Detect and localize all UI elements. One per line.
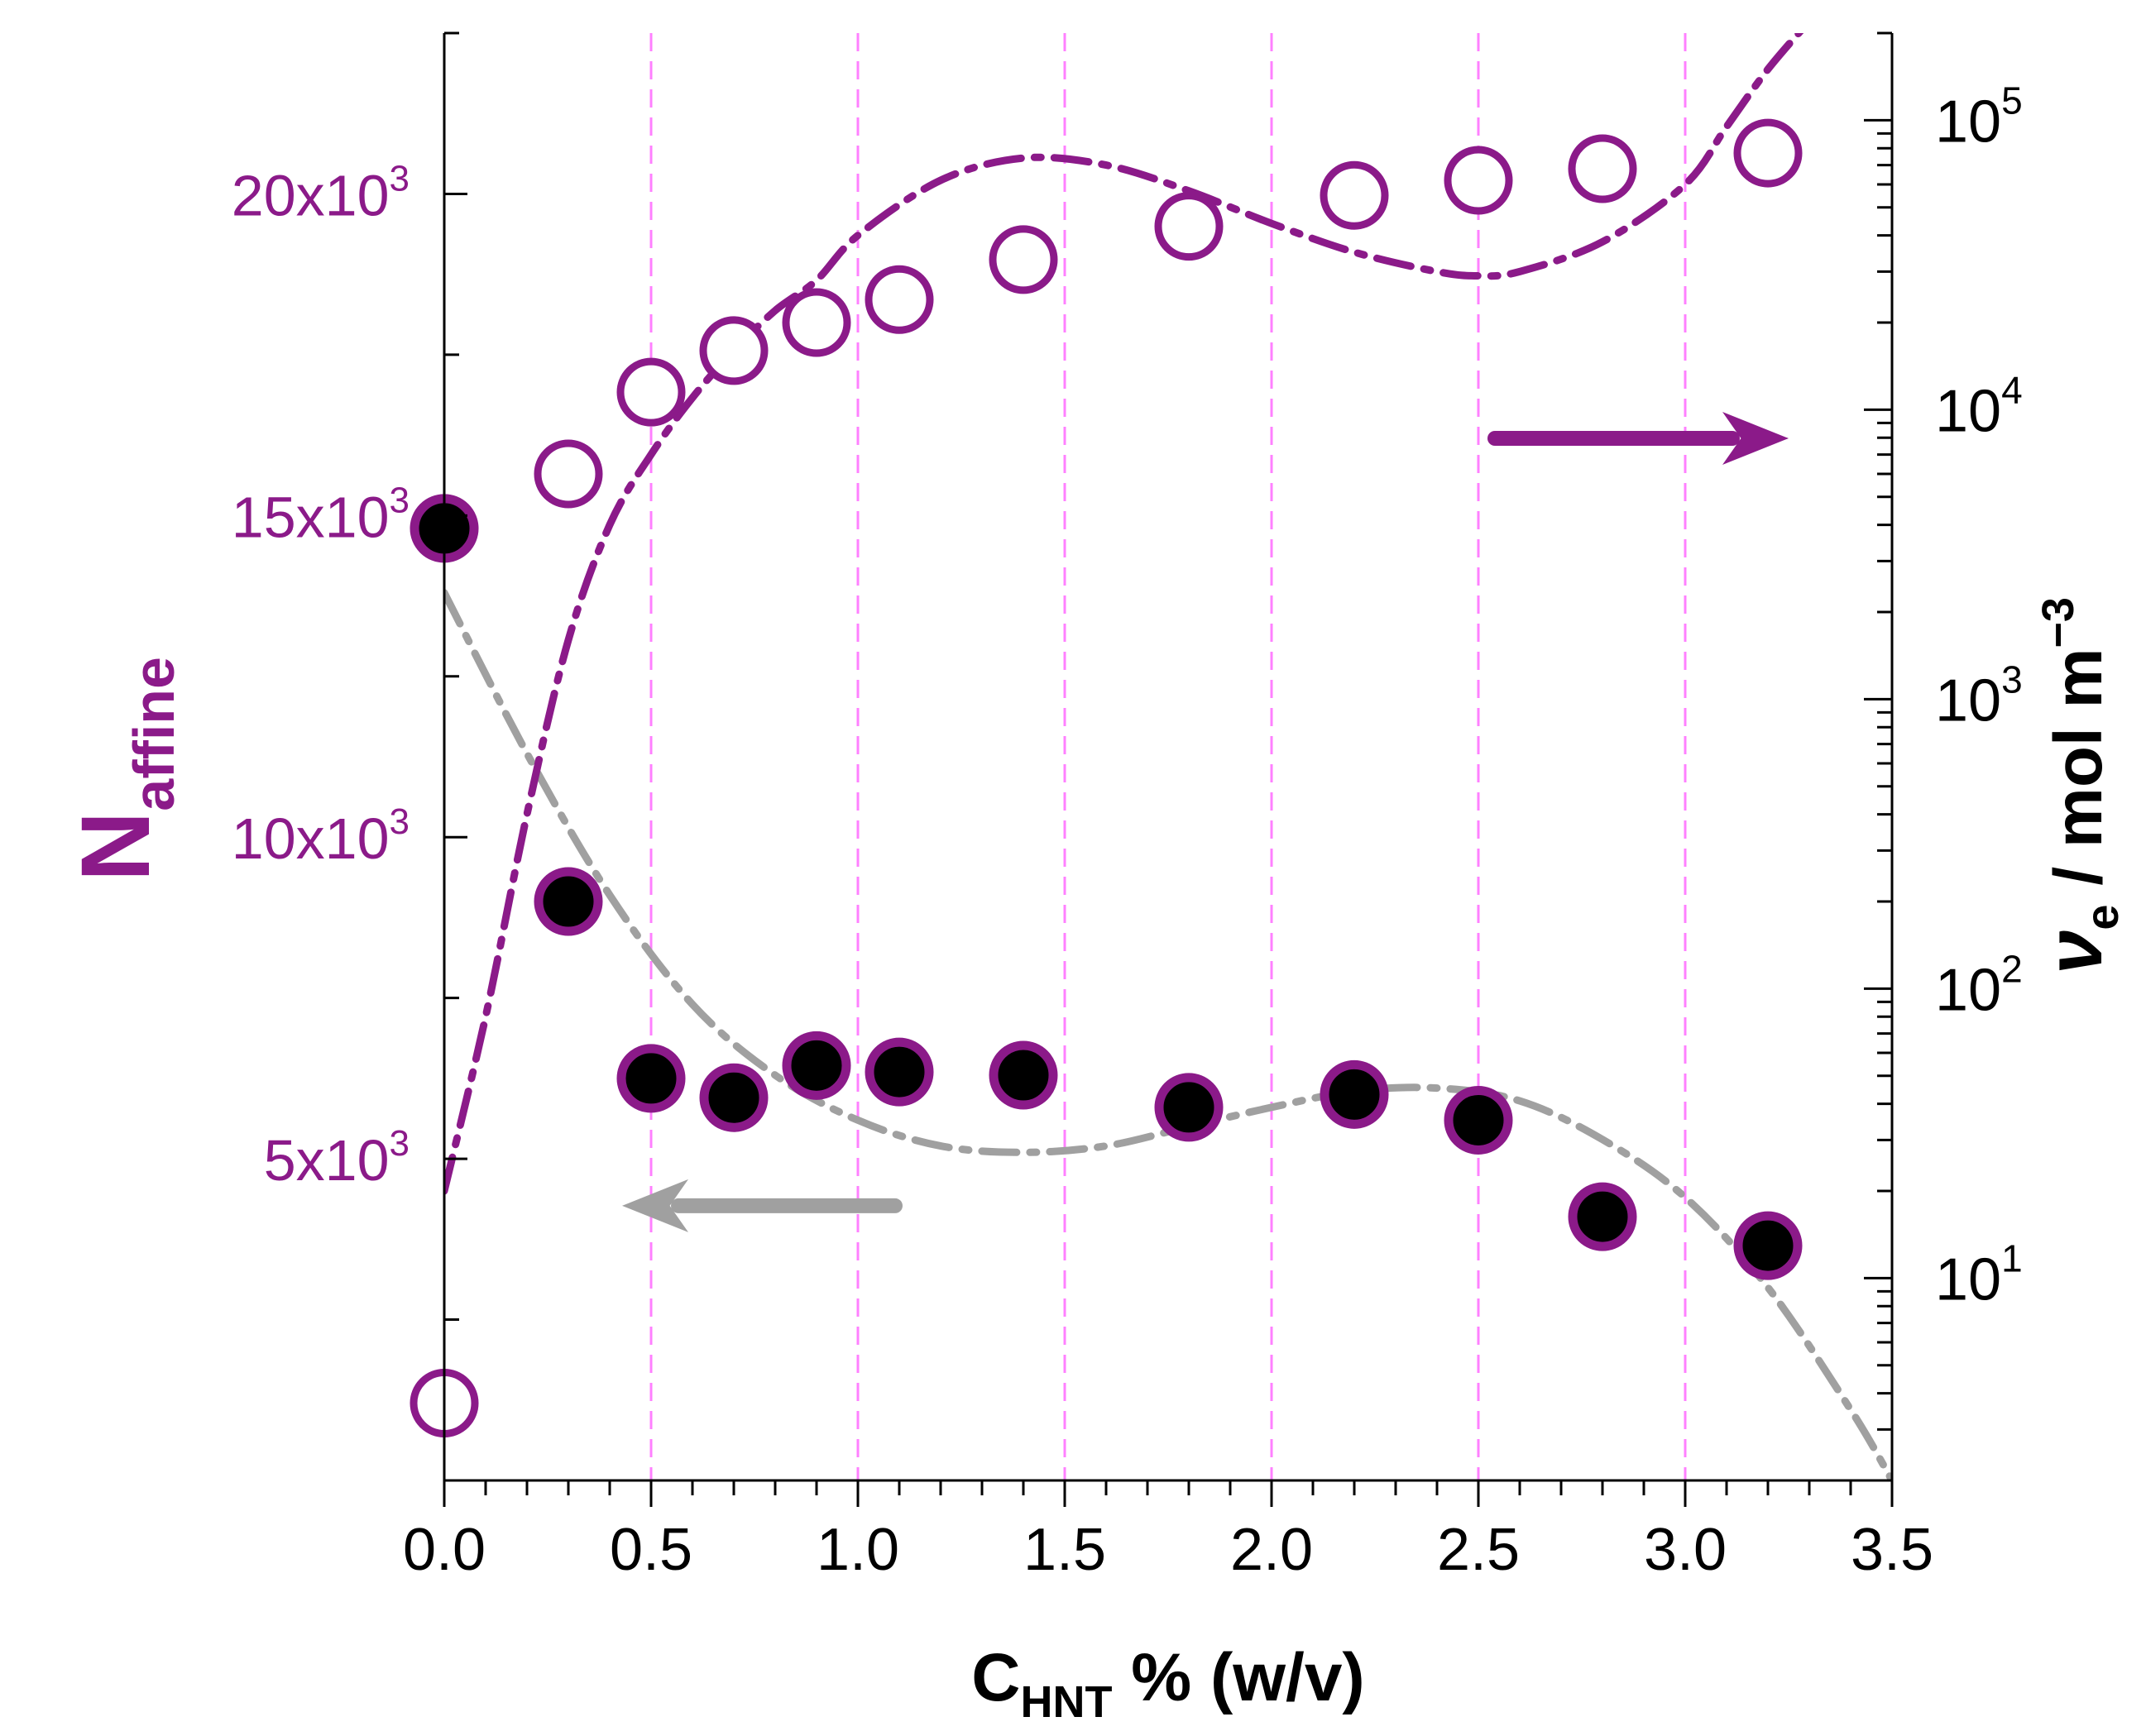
y-right-tick-label: 103 (1935, 658, 2023, 734)
x-tick-label: 3.0 (1644, 1517, 1727, 1583)
nu-e-marker (1444, 146, 1513, 215)
y-left-tick-label: 10x103 (232, 801, 410, 871)
x-tick-label: 0.0 (403, 1517, 486, 1583)
y-left-axis-title: Naffine (61, 657, 186, 882)
nu-e-marker (699, 316, 769, 385)
axis-arrows (622, 412, 1789, 1232)
n-affine-marker (865, 1037, 934, 1107)
nu-e-marker (1320, 160, 1389, 230)
nu-e-marker (989, 225, 1058, 294)
y-right-tick-label: 104 (1935, 368, 2023, 444)
n-affine-marker (616, 1044, 686, 1113)
arrow-head (1722, 412, 1789, 465)
y-right-tick-label: 105 (1935, 79, 2023, 155)
x-tick-label: 1.0 (817, 1517, 899, 1583)
nu-e-marker (616, 357, 686, 427)
left-axis-arrow (622, 1179, 903, 1232)
x-tick-label: 0.5 (610, 1517, 692, 1583)
nu-e-marker (1568, 134, 1637, 203)
x-tick-label: 1.5 (1023, 1517, 1106, 1583)
n-affine-marker (1444, 1085, 1513, 1155)
x-tick-label: 3.5 (1851, 1517, 1933, 1583)
right-axis-arrow (1487, 412, 1789, 465)
arrow-head (622, 1179, 688, 1232)
n-affine-fit-curve (444, 589, 1892, 1480)
n-affine-marker (1568, 1182, 1637, 1251)
x-tick-label: 2.5 (1437, 1517, 1520, 1583)
data-markers (410, 118, 1803, 1437)
x-tick-label: 2.0 (1230, 1517, 1313, 1583)
y-left-tick-label: 5x103 (264, 1123, 410, 1193)
nu-e-marker (1733, 118, 1803, 188)
y-left-tick-label: 15x103 (232, 480, 410, 549)
y-right-tick-label: 101 (1935, 1236, 2023, 1313)
nu-e-marker (865, 265, 934, 334)
axes (443, 31, 1894, 1507)
nu-e-fit-curve (444, 33, 1804, 1195)
y-right-axis-title: νe / mol m−3 (2030, 597, 2128, 974)
n-affine-marker (699, 1063, 769, 1132)
nu-e-marker (534, 439, 603, 509)
n-affine-marker (1320, 1059, 1389, 1129)
y-right-tick-label: 102 (1935, 947, 2023, 1023)
n-affine-marker (534, 867, 603, 936)
x-axis-title: CHNT % (w/v) (971, 1640, 1364, 1727)
tick-labels: 0.0 0.5 1.0 1.5 2.0 2.5 3.0 3.5 5x103 10x103 15x10… (232, 79, 2023, 1583)
n-affine-marker (1154, 1073, 1224, 1142)
n-affine-marker (989, 1040, 1058, 1110)
nu-e-marker (782, 288, 851, 357)
y-left-tick-label: 20x103 (232, 158, 410, 227)
n-affine-marker (782, 1031, 851, 1100)
nu-e-marker (1154, 192, 1224, 261)
n-affine-marker (1733, 1211, 1803, 1280)
axis-titles: CHNT % (w/v) Naffine νe / mol m−3 (61, 597, 2128, 1727)
